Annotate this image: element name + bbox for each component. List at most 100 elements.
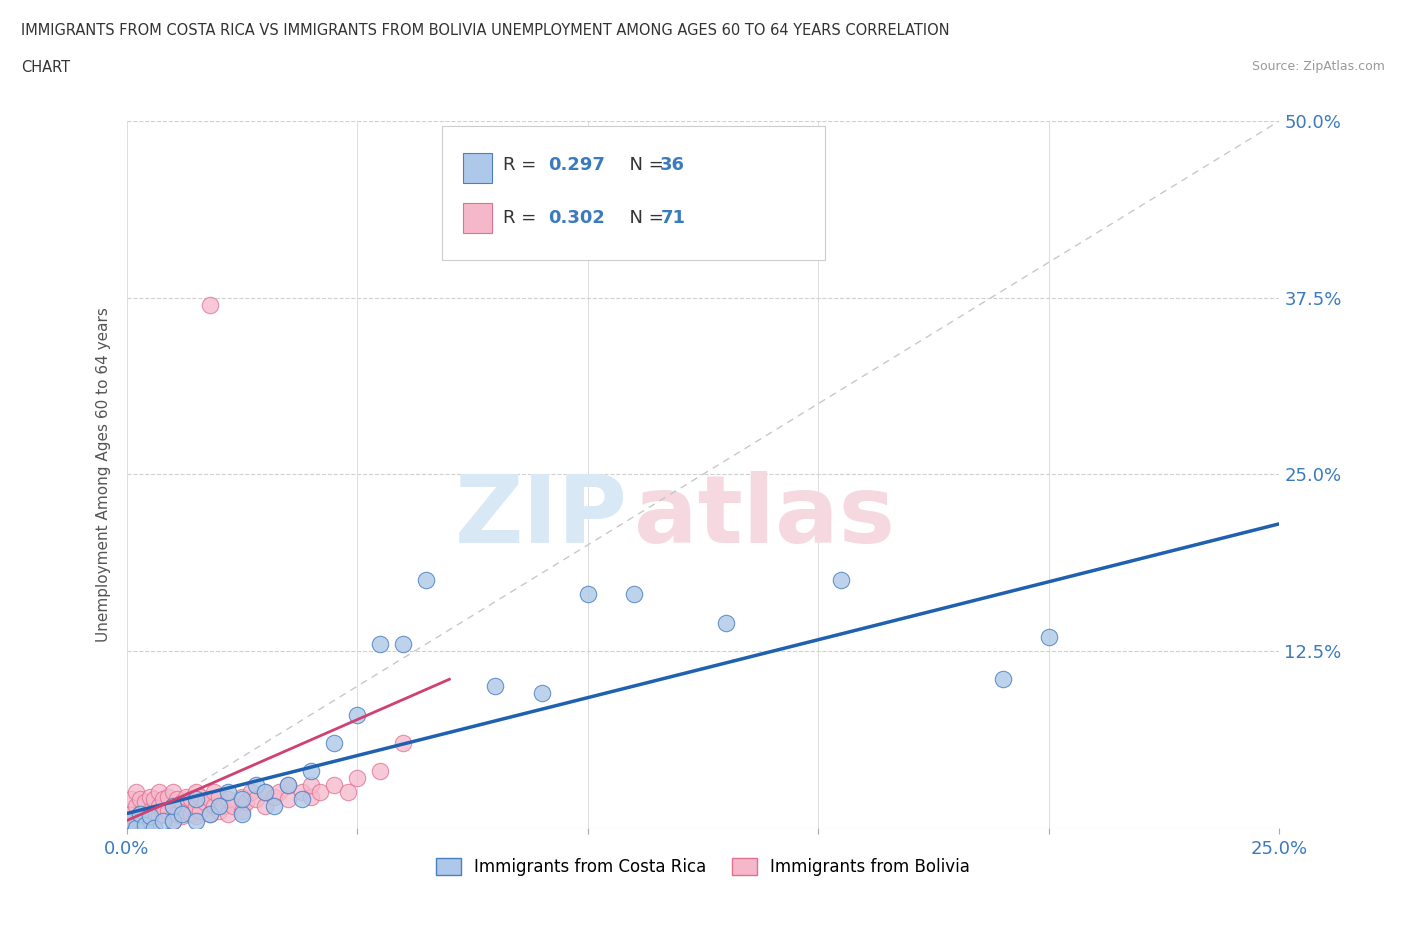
Point bbox=[484, 679, 506, 694]
Point bbox=[166, 806, 188, 821]
Point bbox=[309, 785, 332, 800]
Point bbox=[245, 777, 267, 792]
Text: atlas: atlas bbox=[634, 471, 894, 563]
Point bbox=[202, 799, 225, 814]
Text: R =: R = bbox=[503, 156, 541, 174]
Point bbox=[184, 799, 207, 814]
Point bbox=[291, 792, 314, 807]
Point bbox=[176, 804, 198, 818]
Point bbox=[162, 813, 184, 828]
Point bbox=[188, 790, 211, 804]
Point bbox=[176, 790, 198, 804]
Text: 0.297: 0.297 bbox=[548, 156, 605, 174]
Point bbox=[299, 764, 322, 778]
Point bbox=[299, 790, 322, 804]
Point bbox=[157, 804, 180, 818]
Text: IMMIGRANTS FROM COSTA RICA VS IMMIGRANTS FROM BOLIVIA UNEMPLOYMENT AMONG AGES 60: IMMIGRANTS FROM COSTA RICA VS IMMIGRANTS… bbox=[21, 23, 949, 38]
Point bbox=[277, 777, 299, 792]
Point bbox=[115, 813, 138, 828]
Point bbox=[129, 820, 152, 835]
Point bbox=[194, 795, 217, 810]
Point bbox=[267, 785, 290, 800]
Point bbox=[138, 813, 160, 828]
Point bbox=[120, 813, 142, 828]
Point bbox=[170, 809, 193, 824]
Point bbox=[415, 573, 437, 588]
Point bbox=[134, 809, 156, 824]
Text: CHART: CHART bbox=[21, 60, 70, 75]
Point bbox=[143, 792, 166, 807]
Point bbox=[125, 785, 148, 800]
Point bbox=[129, 792, 152, 807]
Point bbox=[299, 777, 322, 792]
Point bbox=[263, 799, 285, 814]
Point bbox=[323, 736, 346, 751]
Point bbox=[714, 616, 737, 631]
Point bbox=[323, 777, 346, 792]
Legend: Immigrants from Costa Rica, Immigrants from Bolivia: Immigrants from Costa Rica, Immigrants f… bbox=[429, 852, 977, 883]
Point bbox=[231, 806, 253, 821]
Text: N =: N = bbox=[619, 209, 669, 227]
Point bbox=[208, 804, 231, 818]
Point bbox=[392, 636, 415, 651]
Point bbox=[217, 785, 239, 800]
Point bbox=[198, 806, 221, 821]
Point bbox=[138, 804, 160, 818]
Point bbox=[143, 820, 166, 835]
Point bbox=[368, 636, 391, 651]
Point bbox=[148, 809, 170, 824]
Point bbox=[125, 820, 148, 835]
Point bbox=[576, 587, 599, 602]
Point bbox=[162, 799, 184, 814]
Y-axis label: Unemployment Among Ages 60 to 64 years: Unemployment Among Ages 60 to 64 years bbox=[96, 307, 111, 642]
Point bbox=[623, 587, 645, 602]
Point bbox=[198, 792, 221, 807]
Point bbox=[184, 809, 207, 824]
Point bbox=[231, 790, 253, 804]
Point bbox=[120, 792, 142, 807]
Text: Source: ZipAtlas.com: Source: ZipAtlas.com bbox=[1251, 60, 1385, 73]
Point bbox=[291, 785, 314, 800]
Point bbox=[166, 792, 188, 807]
Point bbox=[212, 799, 235, 814]
Point bbox=[240, 785, 263, 800]
Point bbox=[277, 792, 299, 807]
Point bbox=[277, 777, 299, 792]
Point bbox=[180, 806, 202, 821]
Point bbox=[346, 771, 368, 786]
Point bbox=[231, 792, 253, 807]
Text: 36: 36 bbox=[661, 156, 685, 174]
Text: ZIP: ZIP bbox=[456, 471, 628, 563]
Point bbox=[231, 804, 253, 818]
Point bbox=[830, 573, 852, 588]
Point bbox=[263, 790, 285, 804]
Text: 0.302: 0.302 bbox=[548, 209, 605, 227]
Point bbox=[162, 785, 184, 800]
Point bbox=[143, 806, 166, 821]
Point bbox=[125, 813, 148, 828]
Point bbox=[1038, 630, 1060, 644]
Point bbox=[368, 764, 391, 778]
Point bbox=[180, 792, 202, 807]
Point bbox=[134, 795, 156, 810]
Point bbox=[245, 792, 267, 807]
Point bbox=[198, 298, 221, 312]
Point bbox=[991, 671, 1014, 686]
Point bbox=[392, 736, 415, 751]
Text: 71: 71 bbox=[661, 209, 685, 227]
Point bbox=[253, 785, 276, 800]
Point bbox=[202, 785, 225, 800]
Point bbox=[162, 813, 184, 828]
Point bbox=[184, 785, 207, 800]
Point bbox=[152, 792, 174, 807]
Point bbox=[221, 799, 243, 814]
Point bbox=[148, 799, 170, 814]
Point bbox=[157, 790, 180, 804]
Point bbox=[170, 795, 193, 810]
Point bbox=[346, 707, 368, 722]
Point bbox=[129, 806, 152, 821]
Point bbox=[208, 790, 231, 804]
Point bbox=[198, 806, 221, 821]
Point bbox=[184, 813, 207, 828]
Point bbox=[152, 806, 174, 821]
